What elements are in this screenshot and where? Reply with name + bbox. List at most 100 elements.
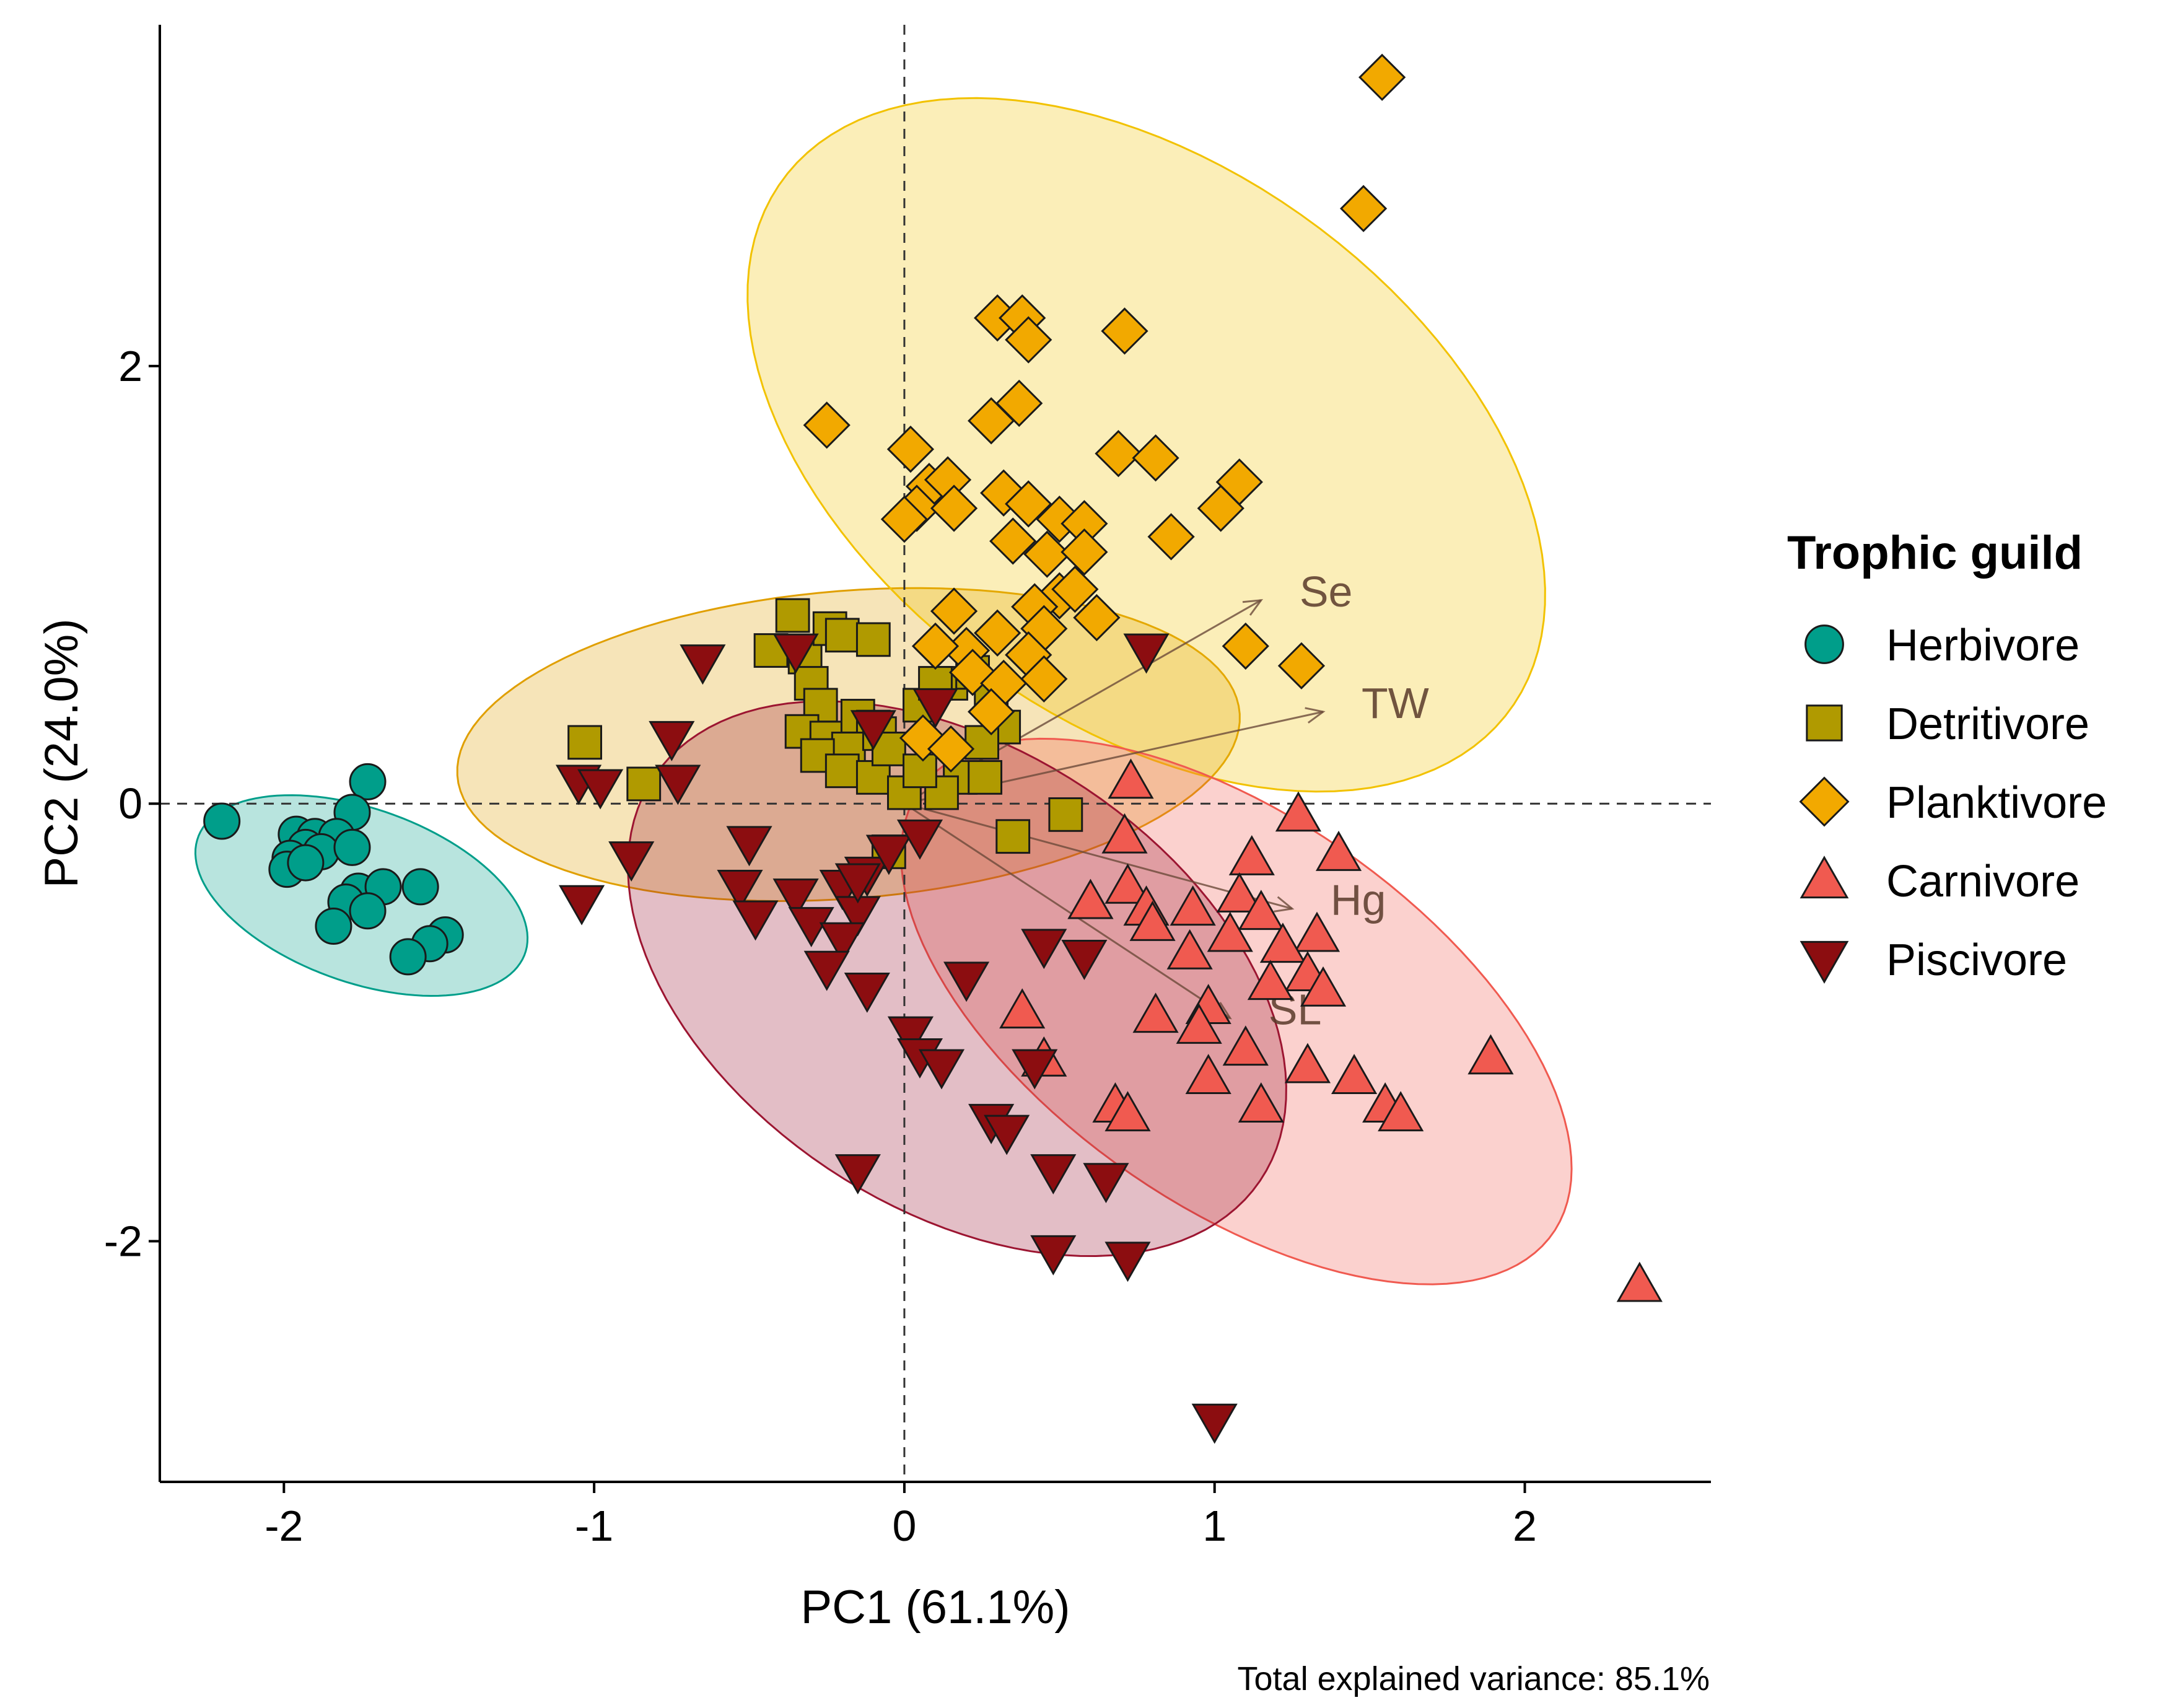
x-tick-label: -2 (265, 1502, 303, 1550)
point-carnivore (1275, 791, 1322, 832)
vector-arrowhead-hg (1274, 896, 1295, 913)
legend-key-planktivore (1799, 776, 1850, 827)
point-piscivore (819, 922, 865, 963)
point-herbivore (315, 907, 352, 945)
point-planktivore (1020, 655, 1068, 703)
point-planktivore (1197, 484, 1244, 532)
point-carnivore (1176, 1003, 1222, 1044)
point-detritivore (903, 753, 937, 789)
point-herbivore (333, 828, 371, 866)
point-piscivore (1104, 1242, 1151, 1282)
point-planktivore (1101, 307, 1148, 355)
point-herbivore (349, 763, 387, 800)
point-planktivore (989, 517, 1037, 565)
point-detritivore (855, 622, 891, 657)
point-planktivore (930, 484, 978, 532)
point-piscivore (850, 710, 896, 751)
point-carnivore (999, 988, 1046, 1029)
point-carnivore (1185, 1054, 1231, 1095)
legend-key-piscivore (1800, 940, 1849, 984)
legend-key-detritivore (1806, 704, 1843, 742)
point-planktivore (1051, 566, 1099, 613)
point-planktivore (1277, 642, 1326, 690)
x-tick-label: -1 (575, 1502, 613, 1550)
point-piscivore (655, 764, 701, 805)
point-piscivore (1191, 1403, 1238, 1444)
point-detritivore (1048, 797, 1083, 832)
point-carnivore (1284, 1043, 1331, 1084)
point-piscivore (896, 819, 943, 860)
point-piscivore (1012, 1049, 1058, 1090)
point-carnivore (1170, 885, 1216, 926)
point-piscivore (1030, 1154, 1077, 1195)
point-carnivore (1293, 911, 1341, 952)
point-piscivore (803, 950, 850, 991)
point-carnivore (1129, 900, 1176, 941)
point-detritivore (626, 766, 662, 802)
point-detritivore (775, 598, 810, 633)
legend-label-planktivore: Planktivore (1886, 778, 2107, 828)
point-planktivore (1095, 430, 1142, 478)
vector-arrowhead-tw (1305, 707, 1326, 724)
point-carnivore (1222, 1025, 1269, 1066)
point-planktivore (880, 496, 929, 543)
legend-key-carnivore (1800, 856, 1849, 899)
vector-label-se: Se (1300, 567, 1353, 616)
axis-ticks: -2 -1 0 1 2 -2 0 2 (104, 342, 1537, 1550)
point-piscivore (943, 961, 990, 1002)
x-tick-label: 2 (1513, 1502, 1537, 1550)
point-planktivore (803, 401, 851, 449)
point-carnivore (1104, 863, 1151, 904)
point-carnivore (1104, 1091, 1151, 1132)
vector-hg (904, 802, 1293, 910)
point-carnivore (1616, 1261, 1663, 1302)
point-piscivore (732, 900, 779, 941)
point-carnivore (1132, 992, 1179, 1033)
vector-label-tw: TW (1362, 679, 1429, 727)
point-carnivore (1300, 966, 1347, 1007)
point-piscivore (559, 885, 605, 926)
point-carnivore (1259, 922, 1306, 963)
y-tick-label: 0 (118, 779, 142, 828)
vector-sl (904, 802, 1231, 1019)
point-herbivore (203, 802, 241, 840)
point-piscivore (726, 826, 772, 867)
point-detritivore (968, 760, 1003, 795)
point-piscivore (865, 834, 912, 875)
legend-label-herbivore: Herbivore (1886, 621, 2080, 670)
point-piscivore (844, 973, 890, 1013)
point-carnivore (1467, 1034, 1514, 1075)
point-piscivore (1021, 929, 1067, 970)
point-carnivore (1067, 878, 1114, 919)
point-carnivore (1238, 1082, 1284, 1123)
point-piscivore (834, 1154, 881, 1195)
point-planktivore (911, 622, 960, 670)
point-carnivore (1238, 890, 1284, 931)
point-piscivore (680, 644, 726, 685)
point-detritivore (855, 760, 891, 795)
y-tick-label: 2 (118, 342, 142, 390)
point-carnivore (1166, 929, 1213, 970)
point-planktivore (1061, 528, 1108, 576)
point-planktivore (1073, 593, 1121, 642)
legend-label-detritivore: Detritivore (1886, 699, 2089, 749)
legend-key-herbivore (1804, 624, 1844, 664)
legend-label-piscivore: Piscivore (1886, 935, 2067, 985)
point-piscivore (984, 1115, 1030, 1155)
point-carnivore (1315, 830, 1362, 871)
point-piscivore (772, 878, 819, 919)
point-planktivore (968, 688, 1015, 736)
point-carnivore (1228, 834, 1275, 875)
point-detritivore (824, 753, 860, 789)
point-planktivore (886, 425, 935, 473)
point-planktivore (1339, 185, 1388, 232)
point-planktivore (1005, 480, 1052, 528)
x-axis-title: PC1 (61.1%) (800, 1581, 1070, 1634)
point-piscivore (1123, 633, 1170, 674)
point-piscivore (1030, 1235, 1077, 1276)
point-carnivore (1216, 872, 1262, 913)
point-herbivore (287, 844, 325, 882)
point-carnivore (1108, 758, 1154, 799)
point-piscivore (887, 1016, 934, 1057)
